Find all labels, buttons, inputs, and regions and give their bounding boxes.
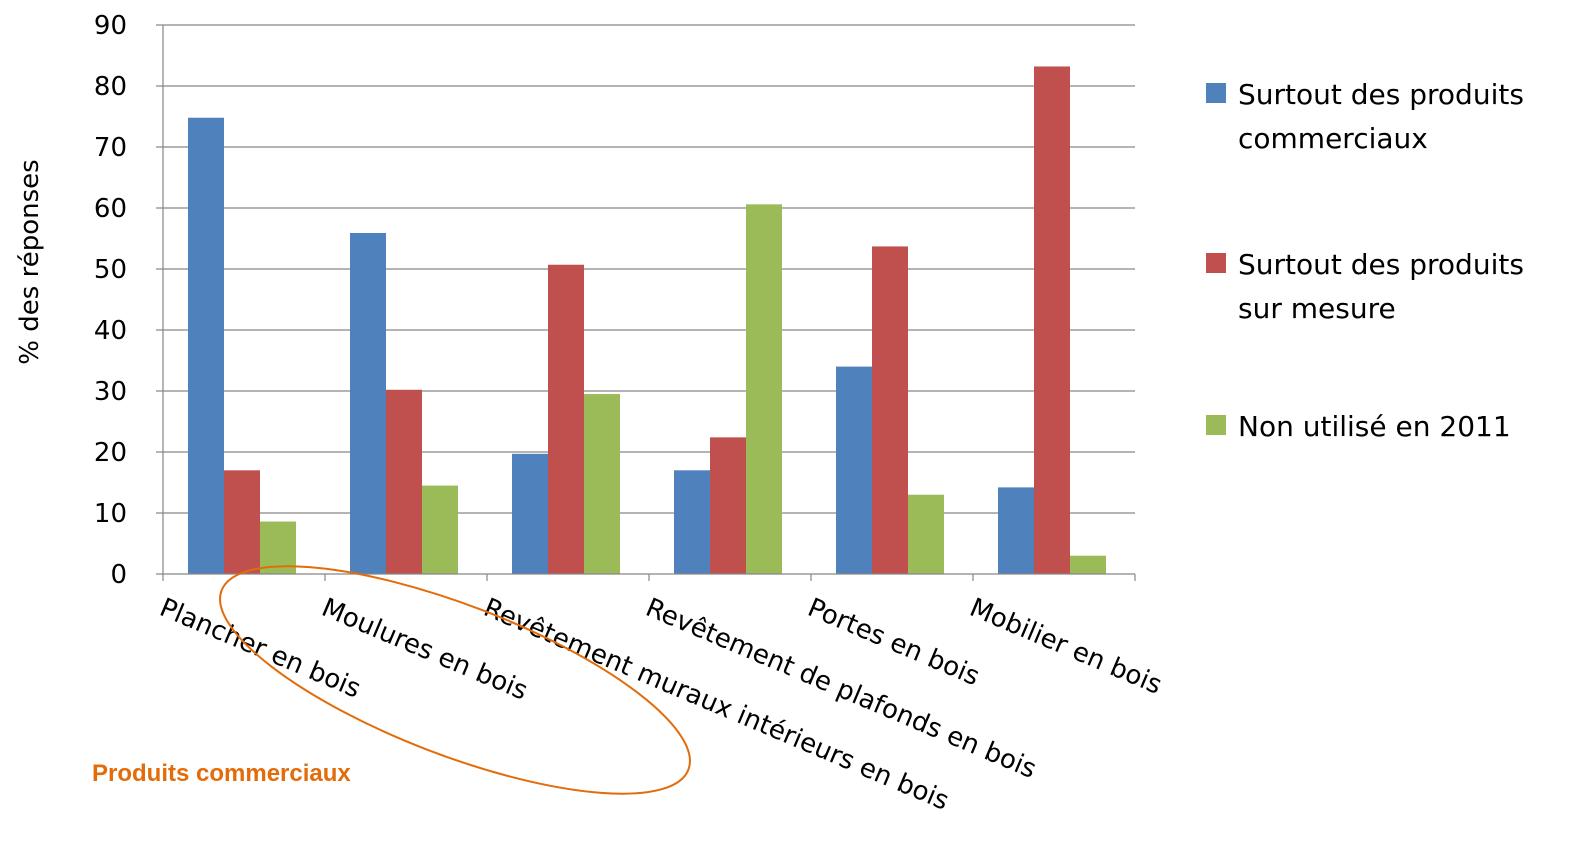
bar xyxy=(872,246,908,574)
legend-label: Surtout des produits xyxy=(1238,248,1524,281)
bar xyxy=(710,437,746,574)
axes xyxy=(156,24,1136,581)
bar xyxy=(1070,555,1106,574)
y-tick-labels: 0 10 20 30 40 50 60 70 80 90 xyxy=(94,11,127,590)
legend-label: sur mesure xyxy=(1238,292,1396,325)
bar xyxy=(548,264,584,574)
bar xyxy=(746,204,782,574)
annotation-label: Produits commerciaux xyxy=(92,760,351,787)
y-tick-label: 30 xyxy=(94,377,127,407)
y-axis-title: % des réponses xyxy=(15,159,45,364)
bar xyxy=(584,394,620,574)
bar xyxy=(512,453,548,574)
bar xyxy=(422,485,458,574)
bar xyxy=(908,494,944,574)
y-tick-label: 70 xyxy=(94,133,127,163)
y-tick-label: 80 xyxy=(94,72,127,102)
legend-label: Non utilisé en 2011 xyxy=(1238,410,1511,443)
bars xyxy=(188,66,1106,574)
y-tick-label: 20 xyxy=(94,438,127,468)
gridlines xyxy=(163,24,1135,514)
bar xyxy=(224,470,260,574)
y-tick-label: 40 xyxy=(94,316,127,346)
legend: Surtout des produits commerciaux Surtout d… xyxy=(1206,78,1524,443)
legend-swatch xyxy=(1206,415,1226,435)
bar xyxy=(1034,66,1070,574)
legend-swatch xyxy=(1206,253,1226,273)
y-tick-label: 60 xyxy=(94,194,127,224)
bar xyxy=(188,117,224,574)
y-tick-label: 10 xyxy=(94,499,127,529)
bar xyxy=(386,389,422,574)
legend-label: commerciaux xyxy=(1238,122,1428,155)
bar xyxy=(674,470,710,574)
y-tick-label: 50 xyxy=(94,255,127,285)
bar xyxy=(836,366,872,574)
bar xyxy=(998,487,1034,574)
y-tick-label: 90 xyxy=(94,11,127,41)
bar xyxy=(260,521,296,574)
y-tick-label: 0 xyxy=(110,560,127,590)
annotation-ellipse xyxy=(219,565,691,795)
bar xyxy=(350,233,386,574)
x-category-label: Mobilier en bois xyxy=(965,593,1166,701)
legend-swatch xyxy=(1206,83,1226,103)
legend-label: Surtout des produits xyxy=(1238,78,1524,111)
